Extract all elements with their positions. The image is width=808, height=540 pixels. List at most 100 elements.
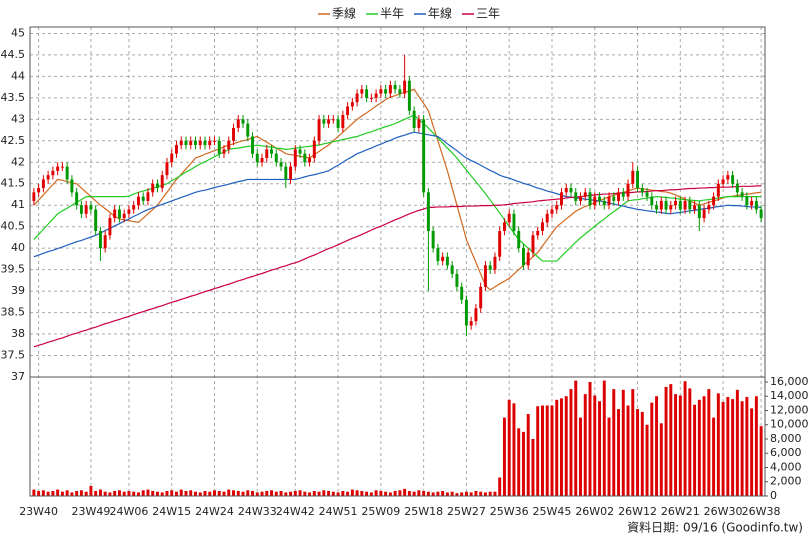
- candle-body: [198, 140, 202, 146]
- x-tick-label: 26W21: [661, 505, 700, 518]
- candle-body: [208, 140, 212, 146]
- volume-bar: [422, 491, 426, 496]
- candle-body: [65, 166, 69, 180]
- candle-body: [431, 230, 435, 249]
- candle-body: [393, 84, 397, 90]
- candle-body: [498, 230, 502, 257]
- candle-body: [564, 188, 568, 193]
- candle-body: [536, 230, 540, 236]
- volume-bar: [103, 491, 107, 496]
- candle-body: [289, 166, 293, 180]
- volume-bar: [588, 381, 592, 496]
- x-tick-label: 24W51: [319, 505, 358, 518]
- x-tick-label: 25W45: [533, 505, 572, 518]
- y-tick-label: 40: [11, 241, 25, 254]
- candle-body: [232, 127, 235, 141]
- label-layer: 37 37.5 38 38.5 39 39.5 40 40.5 41 41.5 42 42.5 43 43…: [1, 6, 808, 519]
- candle-body: [165, 162, 169, 176]
- y-tick-label: 43.5: [1, 91, 26, 104]
- y-tick-label: 44: [11, 69, 25, 82]
- candle-body: [255, 153, 259, 163]
- y2-tick-label: 14,000: [770, 389, 808, 402]
- volume-bar: [512, 403, 516, 496]
- volume-bar: [664, 386, 668, 496]
- candle-body: [602, 200, 606, 206]
- candle-body: [621, 192, 625, 197]
- volume-bar: [754, 396, 758, 496]
- volume-bar: [531, 438, 535, 496]
- x-tick-label: 23W40: [19, 505, 58, 518]
- volume-bar: [322, 490, 326, 496]
- volume-bar: [246, 490, 250, 496]
- volume-bar: [445, 492, 449, 496]
- candle-body: [251, 136, 254, 154]
- candle-body: [379, 89, 383, 94]
- candle-body: [697, 205, 701, 219]
- volume-bar: [241, 491, 245, 496]
- candle-body: [441, 256, 445, 262]
- volume-bar: [184, 491, 188, 496]
- y2-tick-label: 2,000: [770, 475, 802, 488]
- candle-body: [579, 196, 582, 201]
- candle-body: [517, 230, 521, 249]
- volume-bar: [721, 401, 725, 496]
- volume-bar: [32, 489, 36, 496]
- moving-average-line: [33, 131, 762, 258]
- candle-body: [678, 200, 682, 210]
- volume-bar: [669, 384, 673, 496]
- moving-average-line: [33, 114, 762, 262]
- x-tick-label: 26W02: [575, 505, 614, 518]
- candle-body: [298, 149, 302, 154]
- volume-bar: [583, 394, 587, 496]
- volume-bar: [70, 492, 74, 496]
- volume-bar: [331, 491, 335, 496]
- volume-bar: [84, 491, 88, 496]
- candle-body: [293, 149, 297, 167]
- candle-body: [693, 205, 697, 210]
- x-tick-label: 24W42: [276, 505, 315, 518]
- candle-body: [426, 192, 430, 231]
- candle-body: [640, 188, 644, 193]
- volume-bar: [46, 491, 50, 496]
- volume-bar: [165, 491, 169, 496]
- candle-body: [189, 140, 193, 146]
- volume-bar: [436, 491, 440, 496]
- candle-body: [588, 192, 592, 206]
- candle-body: [336, 119, 340, 128]
- volume-bar: [674, 394, 678, 496]
- volume-bar: [431, 492, 435, 496]
- volume-bar: [350, 489, 354, 496]
- volume-bar: [279, 491, 283, 496]
- candle-body: [322, 119, 326, 124]
- y-tick-label: 37: [11, 370, 25, 383]
- candle-body: [445, 256, 449, 266]
- candle-body: [583, 192, 587, 197]
- volume-bar: [602, 380, 606, 496]
- candle-body: [241, 119, 245, 124]
- volume-bar: [312, 491, 316, 496]
- y2-tick-label: 4,000: [770, 460, 802, 473]
- volume-bar: [574, 380, 578, 496]
- candle-body: [369, 97, 373, 99]
- candle-body: [422, 119, 426, 193]
- volume-bar: [37, 491, 41, 496]
- y-tick-label: 42: [11, 155, 25, 168]
- y-tick-label: 41: [11, 198, 25, 211]
- candle-body: [726, 175, 730, 180]
- volume-bar: [678, 395, 682, 496]
- volume-bar: [94, 491, 98, 496]
- volume-bar: [507, 399, 511, 496]
- moving-average-line: [33, 185, 762, 348]
- candle-body: [355, 93, 359, 103]
- volume-bar: [555, 399, 559, 496]
- candle-body: [759, 209, 763, 219]
- volume-bar: [464, 491, 468, 496]
- candle-body: [469, 321, 473, 326]
- volume-bar: [712, 417, 716, 496]
- candle-body: [650, 196, 654, 206]
- candle-body: [46, 175, 50, 180]
- volume-bar: [517, 428, 521, 496]
- candle-body: [384, 89, 388, 94]
- y-tick-label: 44.5: [1, 48, 26, 61]
- candle-body: [474, 308, 478, 322]
